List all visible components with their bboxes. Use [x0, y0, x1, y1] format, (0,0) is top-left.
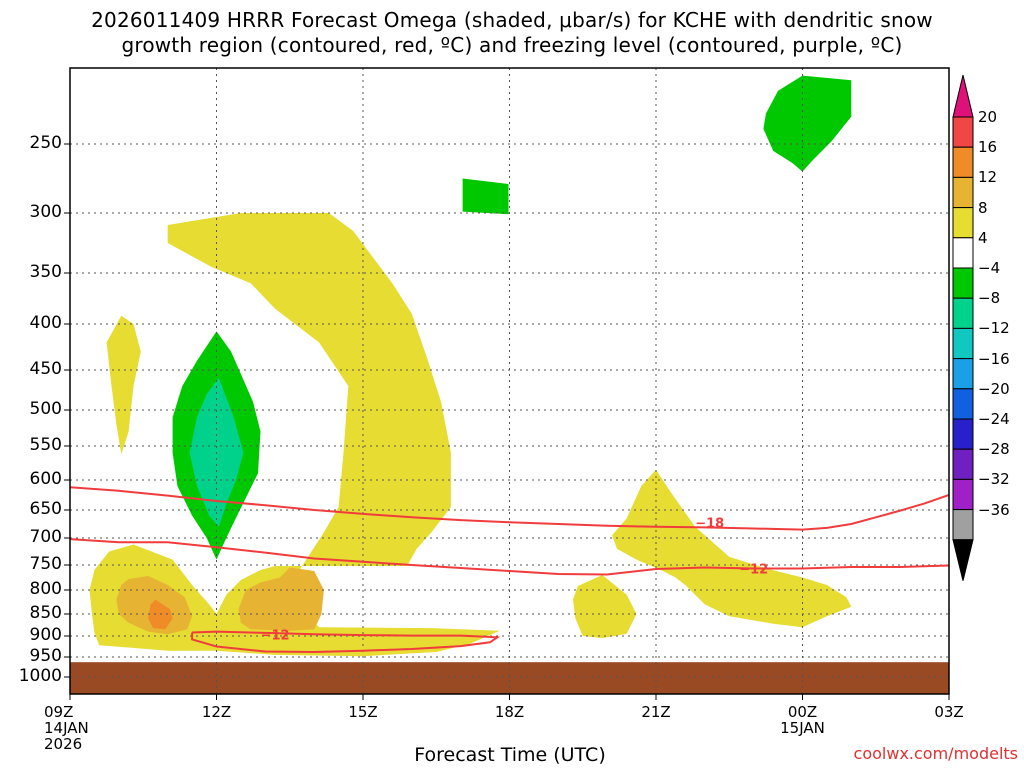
contour-label-0: −18 — [695, 516, 724, 531]
omega-region-5 — [238, 567, 324, 631]
colorbar-label--12: −12 — [978, 319, 1010, 338]
x-tick-label-15Z: 15Z — [323, 704, 403, 720]
ground-layer — [70, 662, 949, 694]
y-tick-label-400: 400 — [29, 313, 62, 333]
y-tick-label-500: 500 — [29, 399, 62, 419]
y-tick-label-700: 700 — [29, 527, 62, 547]
colorbar-bin--12 — [952, 327, 974, 360]
contour-line-0 — [70, 486, 949, 531]
omega-region-3 — [612, 469, 852, 628]
x-tick-label-line: 00Z — [787, 703, 818, 721]
contour-label-2: −12 — [261, 629, 290, 644]
omega-region-9 — [763, 75, 852, 172]
x-tick-label-line: 18Z — [494, 703, 525, 721]
colorbar-low-arrow — [952, 539, 974, 581]
colorbar-bin--8 — [952, 297, 974, 329]
colorbar-bin-12 — [952, 176, 974, 209]
colorbar-bin-16 — [952, 146, 974, 178]
contour-line-2 — [191, 630, 501, 654]
colorbar-bin-4 — [952, 237, 974, 269]
contour-line-1 — [70, 538, 949, 576]
y-tick-label-900: 900 — [29, 625, 62, 645]
omega-region-0 — [89, 213, 500, 657]
y-tick-label-1000: 1000 — [18, 666, 62, 686]
y-tick-label-650: 650 — [29, 499, 62, 519]
x-tick-label-09Z: 09Z 14JAN 2026 — [44, 704, 124, 752]
y-tick-label-850: 850 — [29, 603, 62, 623]
x-tick-label-line: 15Z — [348, 703, 378, 721]
y-tick-label-600: 600 — [29, 469, 62, 489]
colorbar-bin--36 — [952, 509, 974, 541]
chart-title-line-2: growth region (contoured, red, ºC) and f… — [121, 33, 903, 57]
x-tick-label-line: 14JAN — [44, 719, 89, 737]
colorbar-label-20: 20 — [978, 108, 998, 126]
y-tick-label-450: 450 — [29, 359, 62, 379]
chart-title-line-1: 2026011409 HRRR Forecast Omega (shaded, … — [91, 8, 933, 32]
colorbar-bin-8 — [952, 207, 974, 239]
x-tick-label-line: 15JAN — [780, 719, 825, 737]
x-axis-title: Forecast Time (UTC) — [414, 744, 606, 766]
x-tick-label-line: 2026 — [44, 735, 83, 753]
x-tick-label-03Z: 03Z — [909, 704, 989, 720]
x-tick-label-line: 12Z — [201, 703, 232, 721]
colorbar-label--32: −32 — [978, 470, 1010, 489]
x-tick-label-line: 21Z — [641, 703, 671, 721]
x-tick-label-line: 03Z — [934, 703, 964, 721]
colorbar-bin--24 — [952, 418, 974, 450]
colorbar-bin--20 — [952, 388, 974, 420]
contour-label-1: −12 — [739, 563, 768, 578]
x-tick-label-12Z: 12Z — [177, 704, 257, 720]
y-tick-label-550: 550 — [29, 435, 62, 455]
x-tick-label-line: 09Z — [44, 703, 74, 721]
colorbar-label--8: −8 — [978, 289, 1001, 308]
omega-region-1 — [106, 315, 141, 455]
colorbar-label-12: 12 — [978, 168, 998, 187]
colorbar-label--4: −4 — [978, 259, 1001, 277]
colorbar-label--28: −28 — [978, 440, 1010, 459]
colorbar-label--20: −20 — [978, 379, 1010, 398]
colorbar-high-arrow — [952, 74, 974, 118]
y-tick-label-300: 300 — [29, 202, 62, 222]
colorbar-label-16: 16 — [978, 138, 998, 157]
colorbar-label--24: −24 — [978, 410, 1010, 428]
colorbar-bin--16 — [952, 358, 974, 390]
omega-region-10 — [462, 178, 509, 215]
y-tick-label-350: 350 — [29, 262, 62, 282]
omega-region-2 — [573, 575, 637, 639]
colorbar-bin--4 — [952, 267, 974, 299]
y-tick-label-250: 250 — [29, 133, 62, 153]
colorbar-label-4: 4 — [978, 228, 988, 247]
source-credit[interactable]: coolwx.com/modelts — [853, 744, 1018, 763]
x-tick-label-21Z: 21Z — [616, 704, 696, 720]
colorbar-label--16: −16 — [978, 349, 1010, 368]
y-tick-label-750: 750 — [29, 554, 62, 574]
y-tick-label-800: 800 — [29, 579, 62, 599]
y-tick-label-950: 950 — [29, 646, 62, 666]
colorbar-label--36: −36 — [978, 500, 1010, 519]
colorbar-bin--32 — [952, 478, 974, 511]
colorbar-bin-20 — [952, 116, 974, 148]
x-tick-label-00Z: 00Z 15JAN — [763, 704, 843, 736]
colorbar-label-8: 8 — [978, 198, 988, 217]
x-tick-label-18Z: 18Z — [470, 704, 550, 720]
colorbar-bin--28 — [952, 448, 974, 480]
